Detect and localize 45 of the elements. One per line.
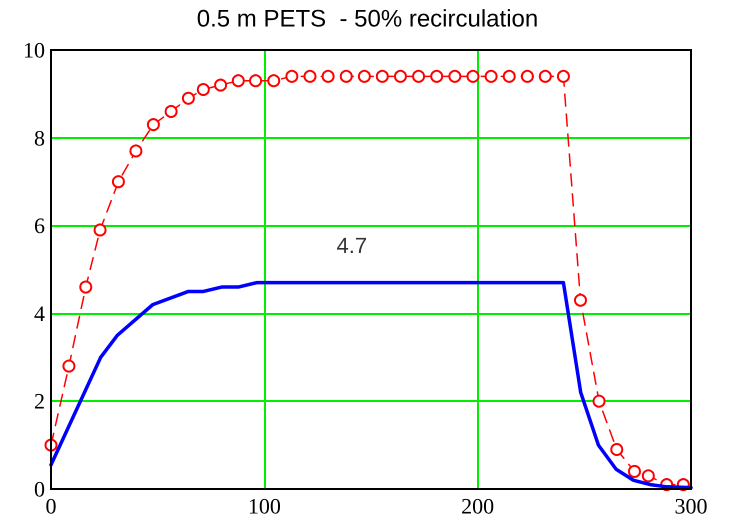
- x-tick-label: 200: [461, 494, 494, 518]
- point: [538, 70, 552, 83]
- point: [484, 70, 498, 83]
- point: [164, 104, 178, 118]
- y-tick-label: 6: [34, 213, 45, 238]
- point: [340, 70, 353, 83]
- x-tick-label: 300: [674, 494, 708, 518]
- point: [448, 70, 462, 83]
- point: [196, 83, 210, 96]
- point: [79, 280, 92, 294]
- point: [574, 294, 587, 307]
- point: [394, 70, 407, 83]
- point: [304, 70, 316, 83]
- y-tick-label: 2: [34, 388, 45, 414]
- point: [129, 144, 142, 158]
- y-tick-label: 0: [34, 476, 45, 502]
- point: [146, 118, 160, 132]
- point: [628, 464, 641, 478]
- point: [232, 74, 245, 88]
- x-tick-label: 100: [248, 494, 281, 518]
- point: [322, 70, 335, 83]
- point: [214, 78, 228, 92]
- y-tick-label: 4: [34, 300, 45, 326]
- point: [556, 70, 570, 83]
- point: [520, 70, 534, 83]
- chart-title: 0.5 m PETS - 50% recirculation: [196, 6, 538, 32]
- point: [358, 70, 371, 83]
- annotation: 4.7: [336, 233, 368, 258]
- point: [642, 469, 655, 482]
- point: [610, 442, 624, 456]
- point: [376, 70, 389, 83]
- y-tick-label: 10: [23, 38, 45, 62]
- point: [502, 70, 516, 83]
- point: [62, 360, 76, 373]
- point: [430, 70, 444, 83]
- point: [182, 92, 195, 105]
- point: [285, 70, 298, 83]
- point: [94, 223, 107, 236]
- point: [267, 74, 280, 88]
- point: [249, 74, 262, 88]
- point: [112, 175, 125, 188]
- point: [466, 70, 480, 83]
- point: [592, 394, 606, 408]
- point: [412, 70, 426, 83]
- y-tick-label: 8: [34, 125, 45, 150]
